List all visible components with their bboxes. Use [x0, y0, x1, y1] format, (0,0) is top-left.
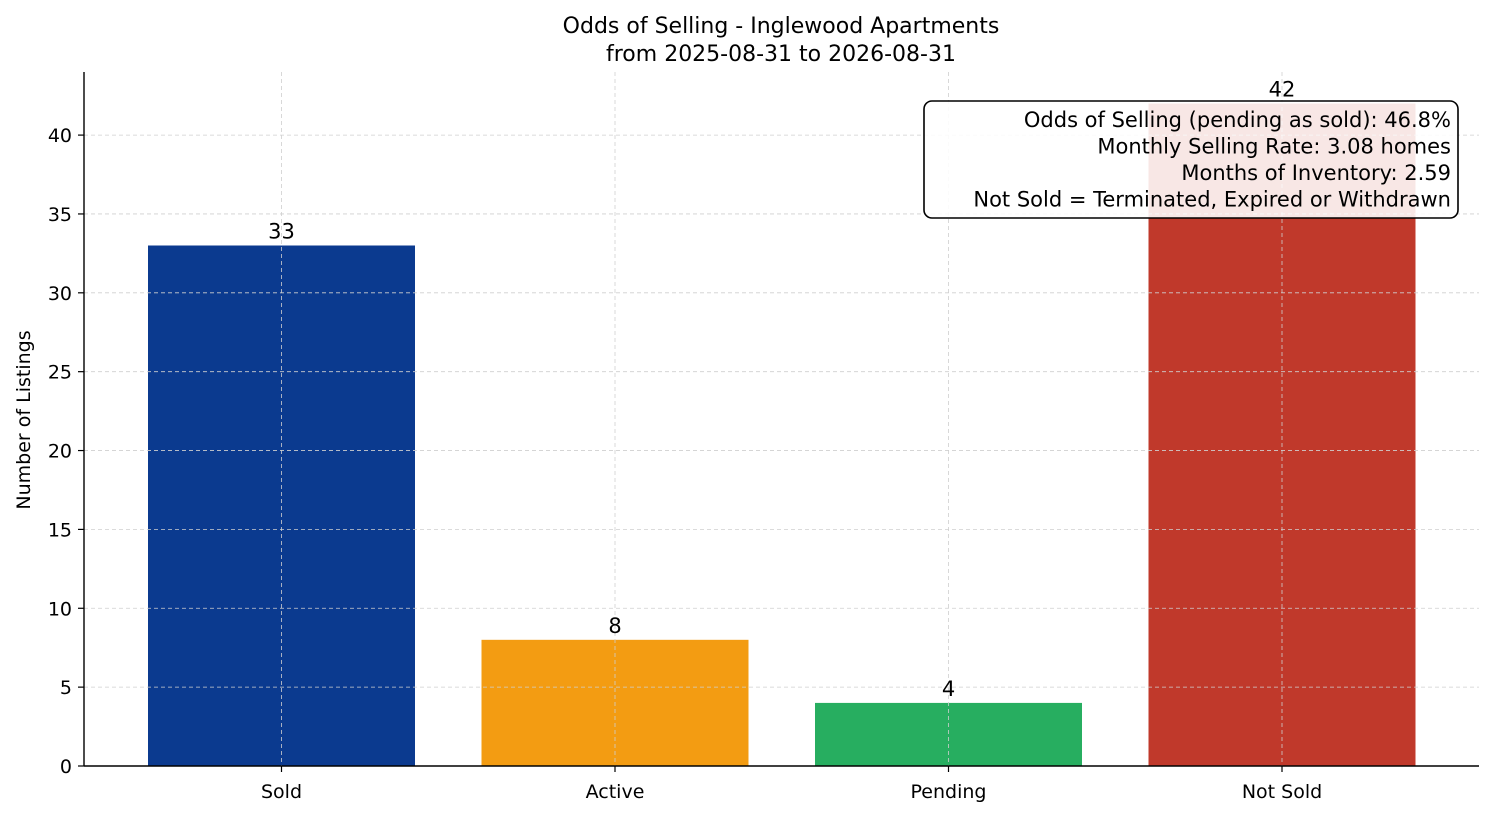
y-tick-label: 15: [48, 519, 72, 541]
bar-value-label: 42: [1269, 78, 1296, 102]
y-axis-label: Number of Listings: [13, 330, 35, 509]
bar-value-label: 8: [608, 614, 621, 638]
bar-sold: [148, 245, 415, 766]
bar-pending: [815, 702, 1082, 766]
annotation-line: Odds of Selling (pending as sold): 46.8%: [1024, 108, 1451, 132]
x-tick-label: Sold: [261, 781, 302, 803]
chart-title: Odds of Selling - Inglewood Apartments: [563, 14, 1000, 39]
bar-value-label: 4: [942, 677, 955, 701]
y-tick-label: 0: [60, 756, 72, 778]
tick-labels: 0 5 10 15 20 25 30 35 40 Sold Active Pending Not Sol…: [48, 78, 1322, 803]
y-tick-label: 25: [48, 362, 72, 384]
y-tick-label: 30: [48, 283, 72, 305]
chart-subtitle: from 2025-08-31 to 2026-08-31: [606, 42, 956, 67]
y-tick-label: 40: [48, 125, 72, 147]
annotation-line: Monthly Selling Rate: 3.08 homes: [1097, 135, 1451, 159]
y-tick-label: 10: [48, 598, 72, 620]
stats-annotation: Odds of Selling (pending as sold): 46.8%…: [923, 100, 1459, 219]
x-tick-label: Not Sold: [1242, 781, 1322, 803]
axes: [78, 72, 1479, 772]
x-tick-label: Active: [586, 781, 645, 803]
annotation-line: Not Sold = Terminated, Expired or Withdr…: [973, 188, 1451, 212]
y-tick-label: 5: [60, 677, 72, 699]
annotation-box: [923, 100, 1459, 219]
y-tick-label: 20: [48, 441, 72, 463]
bar-value-label: 33: [268, 220, 295, 244]
x-tick-label: Pending: [911, 781, 987, 803]
annotation-line: Months of Inventory: 2.59: [1181, 161, 1451, 185]
y-tick-label: 35: [48, 204, 72, 226]
